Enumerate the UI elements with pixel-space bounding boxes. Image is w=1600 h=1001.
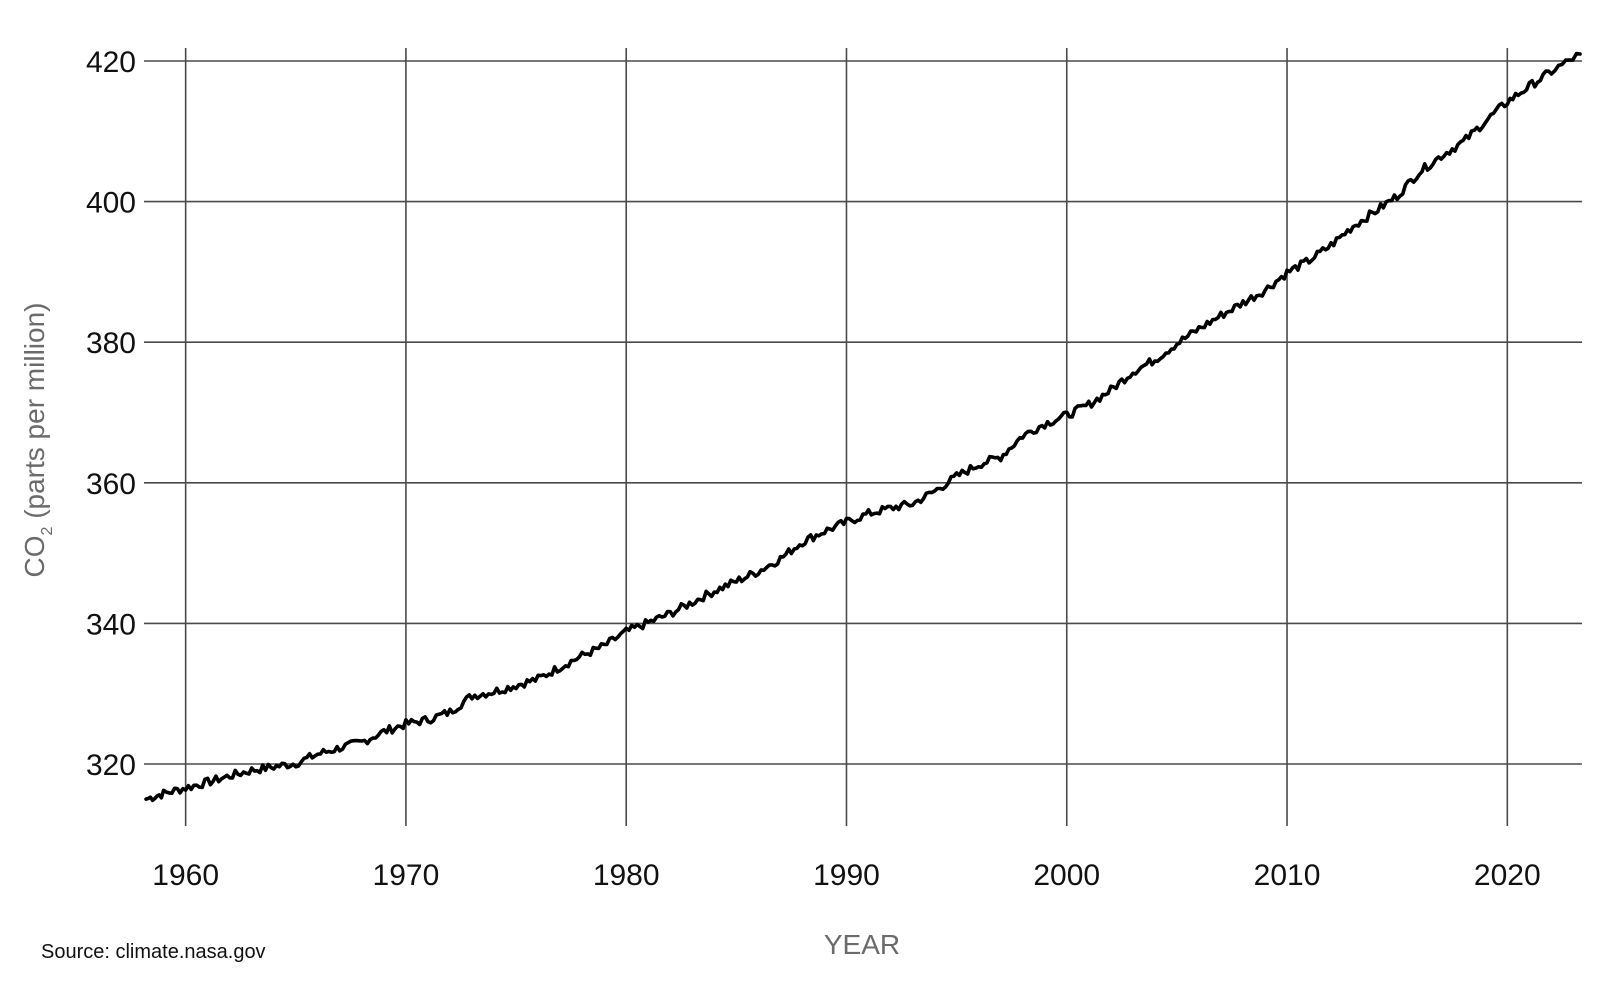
x-tick-label: 2020 [1474,859,1541,892]
y-tick-labels: 320 340 360 380 400 420 [86,46,136,782]
x-tick-label: 2010 [1254,859,1321,892]
y-tick-label: 420 [86,46,136,79]
x-tick-label: 1980 [593,859,660,892]
co2-series-line [144,51,1582,803]
vertical-gridlines [184,48,1509,826]
y-axis-title-suffix: (parts per million) [19,303,50,527]
y-tick-label: 380 [86,327,136,360]
y-axis-title-subscript: 2 [39,526,56,535]
source-note: Source: climate.nasa.gov [41,941,266,963]
y-tick-label: 320 [86,749,136,782]
x-tick-labels: 1960 1970 1980 1990 2000 2010 2020 [152,859,1540,892]
y-axis-title-prefix: CO [19,535,50,577]
x-tick-label: 1960 [152,859,219,892]
y-axis-title: CO2 (parts per million) [19,303,56,578]
x-tick-label: 1990 [813,859,880,892]
y-tick-label: 400 [86,187,136,220]
horizontal-gridlines [144,60,1582,765]
y-tick-label: 340 [86,608,136,641]
x-tick-label: 2000 [1033,859,1100,892]
y-tick-label: 360 [86,468,136,501]
x-tick-label: 1970 [373,859,440,892]
x-axis-title: YEAR [824,929,900,960]
